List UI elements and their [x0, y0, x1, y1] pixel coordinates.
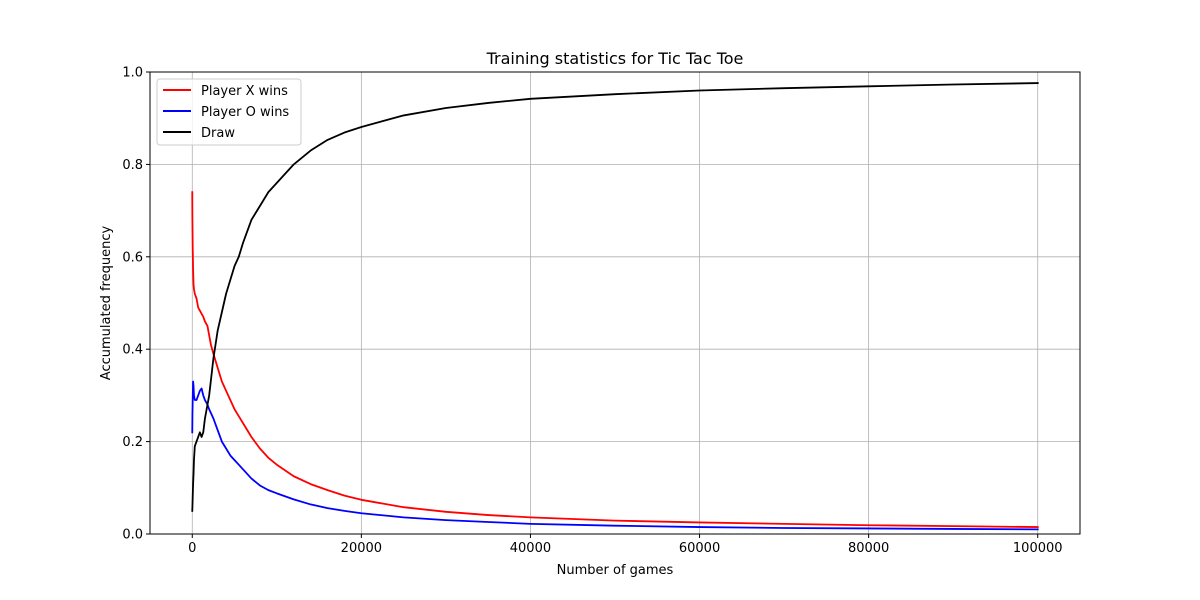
- legend-label-draw: Draw: [201, 126, 235, 141]
- x-tick-label: 80000: [848, 541, 889, 556]
- chart-title: Training statistics for Tic Tac Toe: [486, 49, 744, 68]
- plot-area: [191, 82, 1039, 531]
- y-tick-label: 0.8: [122, 158, 143, 173]
- y-tick-label: 1.0: [122, 66, 143, 81]
- y-tick-label: 0.2: [122, 435, 143, 450]
- x-tick-label: 20000: [341, 541, 382, 556]
- legend-box: [156, 78, 302, 146]
- x-tick-label: 0: [188, 541, 196, 556]
- legend: Player X wins Player O wins Draw: [156, 78, 302, 146]
- series-line-player-o: [191, 380, 1039, 531]
- x-tick-label: 60000: [679, 541, 720, 556]
- y-tick-label: 0.6: [122, 250, 143, 265]
- y-axis-label: Accumulated frequency: [99, 226, 114, 381]
- y-tick-label: 0.4: [122, 343, 143, 358]
- y-tick-label: 0.0: [122, 528, 143, 543]
- legend-label-player-o: Player O wins: [201, 105, 289, 120]
- x-axis-label: Number of games: [557, 563, 674, 578]
- x-tick-label: 40000: [510, 541, 551, 556]
- series-line-draw: [191, 82, 1039, 512]
- y-axis-ticks: 0.0 0.2 0.4 0.6 0.8 1.0: [122, 66, 150, 543]
- series-line-player-x: [191, 191, 1039, 528]
- x-axis-ticks: 0 20000 40000 60000 80000 100000: [188, 534, 1063, 556]
- x-tick-label: 100000: [1013, 541, 1063, 556]
- plot-frame: [149, 71, 1081, 535]
- legend-label-player-x: Player X wins: [201, 84, 288, 99]
